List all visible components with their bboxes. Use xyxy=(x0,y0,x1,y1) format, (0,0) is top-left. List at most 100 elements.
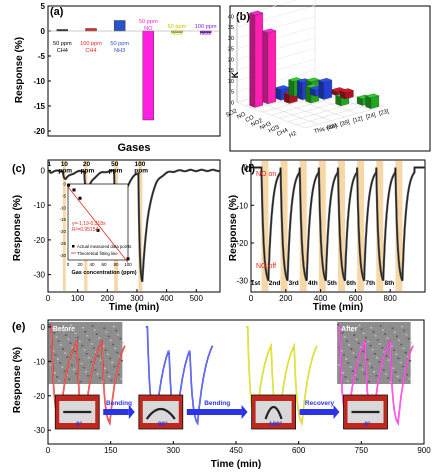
panel-e-photo-noise xyxy=(121,341,124,344)
panel-e-photo-noise xyxy=(381,329,384,331)
panel-e-photo-noise xyxy=(103,367,106,369)
panel-e-photo-noise xyxy=(376,357,379,359)
panel-e-photo-noise xyxy=(345,358,348,360)
panel-e-photo-noise xyxy=(369,344,372,347)
panel-b-bar-side xyxy=(296,80,303,101)
panel-b-bar-side xyxy=(365,95,372,109)
panel-e-photo-noise xyxy=(53,332,56,334)
panel-e-photo-noise xyxy=(397,357,400,360)
panel-e-y-tick-label: 0 xyxy=(41,323,46,332)
panel-e-photo-noise xyxy=(87,375,90,377)
panel-d-gas-band xyxy=(318,161,326,291)
panel-e-photo-noise xyxy=(106,353,109,356)
panel-b-x-category: NH3 xyxy=(259,121,272,131)
panel-d-cycle-label: 5th xyxy=(327,280,337,287)
panel-e-photo-noise xyxy=(398,339,401,342)
panel-e-photo-noise xyxy=(393,331,396,334)
panel-e-photo-noise xyxy=(98,337,101,339)
panel-c-series-line-core xyxy=(47,169,221,282)
panel-e-photo-noise xyxy=(383,351,386,353)
panel-e-photo-noise xyxy=(69,342,72,345)
panel-e-photo-noise xyxy=(79,380,82,383)
panel-d-gas-band xyxy=(261,161,269,291)
panel-b-x-category: NO2 xyxy=(250,118,263,128)
panel-c-inset-x-tick-label: 20 xyxy=(77,262,83,267)
panel-e-photo-noise xyxy=(81,326,84,329)
panel-e-photo-noise xyxy=(356,378,359,381)
panel-c-inset-point xyxy=(78,196,82,200)
panel-e-x-axis-label: Time (min) xyxy=(211,459,261,470)
panel-e-photo-noise xyxy=(396,375,399,378)
panel-b-bar-top xyxy=(262,28,277,34)
panel-e-photo-noise xyxy=(352,352,355,354)
panel-b-x-category: CH4 xyxy=(276,127,290,138)
panel-a-bars xyxy=(48,20,220,121)
panel-e-photo-noise xyxy=(343,336,346,338)
panel-b-z-tick-label: 10 xyxy=(228,79,234,85)
panel-e-photo-noise xyxy=(362,350,365,353)
panel-d-label: (d) xyxy=(241,163,255,175)
panel-c-x-tick-label: 200 xyxy=(101,294,115,303)
panel-e-photo-noise xyxy=(345,340,348,342)
panel-e-step-arrow-label: Bending xyxy=(106,400,132,407)
panel-b-bars xyxy=(249,10,380,109)
panel-e-y-tick-label: -20 xyxy=(33,392,45,401)
panel-e-photo-noise xyxy=(400,343,403,346)
panel-c-inset-x-axis-label: Gas concentration (ppm) xyxy=(71,270,136,276)
panel-a-category-concentration: 50 ppm xyxy=(110,41,129,47)
panel-a-category-concentration: 50 ppm xyxy=(168,24,187,30)
panel-b-label: (b) xyxy=(236,11,250,23)
panel-e-photos: Before After xyxy=(48,322,412,384)
panel-d-y-tick-label: -10 xyxy=(236,201,248,210)
panel-e-photo-noise xyxy=(385,355,388,357)
panel-e-photo-noise xyxy=(381,347,384,349)
panel-d-gas-band xyxy=(280,161,288,291)
panel-e-photo-noise xyxy=(108,375,111,378)
panel-e-photo-noise xyxy=(399,361,402,364)
panel-e-photo-noise xyxy=(95,333,98,335)
panel-e-photo-noise xyxy=(337,324,340,326)
panel-e-step-arrow-head xyxy=(333,405,340,419)
panel-e-photo-noise xyxy=(358,324,361,327)
panel-e-photo-noise xyxy=(81,344,84,347)
panel-b-bar-side xyxy=(262,30,269,105)
panel-b-bar-side xyxy=(288,79,295,97)
panel-d-no-on-label: NO on xyxy=(256,171,276,178)
panel-a-bar xyxy=(85,28,97,32)
panel-d-y-tick-label: 0 xyxy=(244,164,249,173)
panel-b-x-category: H2S xyxy=(268,124,281,134)
panel-c-inset-frame xyxy=(67,183,129,261)
panel-e-ticks: 0 150 300 450 600 750 900 0 -10 -20 -30 xyxy=(33,323,431,455)
panel-b-z-axis-label: K xyxy=(230,71,240,78)
panel-c-response-curve xyxy=(47,168,221,282)
panel-b-z-tick-label: 5 xyxy=(231,90,234,96)
panel-b-x-category: CO xyxy=(245,115,256,124)
panel-e-photo-noise xyxy=(52,350,55,352)
panel-e-photo-noise xyxy=(70,324,73,327)
panel-e-photo-noise xyxy=(403,329,406,332)
panel-e-photo-noise xyxy=(401,365,404,368)
panel-e-photo-noise xyxy=(386,337,389,339)
panel-c-annotation: ppm xyxy=(109,168,123,175)
panel-d-cycle-label: 4th xyxy=(308,280,318,287)
panel-e-photo-noise xyxy=(91,325,94,327)
panel-e-photo-noise xyxy=(359,364,362,367)
panel-b-bar-front xyxy=(323,79,333,100)
panel-d-series-line-core xyxy=(251,167,425,281)
panel-e-photo-noise xyxy=(88,339,91,341)
panel-a-category-concentration: 100 ppm xyxy=(80,41,102,47)
panel-e-x-tick-label: 300 xyxy=(167,446,181,455)
panel-e-photo-noise xyxy=(117,333,120,336)
panel-e-x-tick-label: 600 xyxy=(292,446,306,455)
panel-e-photo-noise xyxy=(102,345,105,347)
panel-e-photo-noise xyxy=(73,368,76,371)
panel-d-cycle-label: 2nd xyxy=(269,280,281,287)
panel-c-inset-x-tick-label: 80 xyxy=(113,262,119,267)
panel-c-annotation: ppm xyxy=(81,168,95,175)
panel-e-photo-noise xyxy=(94,369,97,371)
panel-c-inset-point xyxy=(126,257,130,261)
panel-e-photo-noise xyxy=(370,326,373,329)
panel-e-photo-noise xyxy=(361,368,364,371)
panel-c-x-tick-label: 500 xyxy=(190,294,204,303)
panel-e-photo-noise xyxy=(394,371,397,374)
